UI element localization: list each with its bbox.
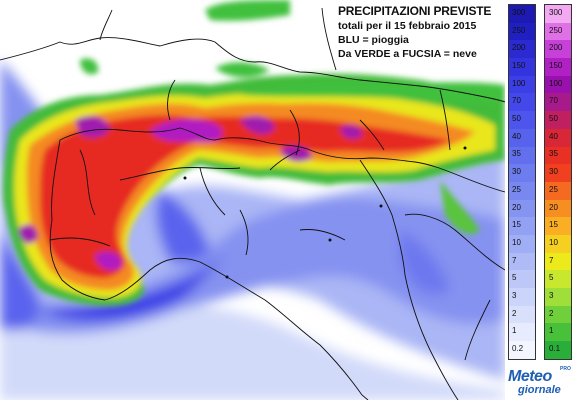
rain-legend-label: 300 — [512, 7, 526, 17]
rain-legend-label: 150 — [512, 60, 526, 70]
snow-legend-swatch — [545, 164, 571, 182]
rain-legend-label: 70 — [512, 96, 521, 106]
rain-legend-label: 35 — [512, 149, 521, 159]
snow-legend-swatch — [545, 58, 571, 76]
snow-legend-label: 2 — [549, 308, 554, 318]
rain-legend-label: 5 — [512, 273, 517, 283]
rain-legend-label: 10 — [512, 237, 521, 247]
snow-legend-swatch — [545, 40, 571, 59]
snow-legend-swatch — [545, 270, 571, 288]
rain-legend-label: 15 — [512, 220, 521, 230]
precipitation-map: PRECIPITAZIONI PREVISTE totali per il 15… — [0, 0, 505, 400]
rain-legend-label: 250 — [512, 25, 526, 35]
rain-legend-swatch — [509, 270, 535, 288]
snow-legend-labels: 300 250 200 150 100 70 50 40 35 30 25 20 15 10 7 5 3 2 1 0.… — [547, 4, 576, 360]
rain-legend-label: 200 — [512, 43, 526, 53]
snow-legend-swatch — [545, 217, 571, 235]
snow-legend-swatch — [545, 22, 571, 41]
snow-legend-swatch — [545, 128, 571, 147]
title-line-3: BLU = pioggia — [338, 34, 409, 46]
snow-legend-swatch — [545, 288, 571, 306]
borders — [0, 7, 505, 400]
rain-legend-swatch — [509, 128, 535, 147]
title-line-1: PRECIPITAZIONI PREVISTE — [338, 4, 492, 18]
rain-legend-label: 7 — [512, 255, 517, 265]
snow-legend-label: 40 — [549, 131, 558, 141]
snow-legend-label: 5 — [549, 273, 554, 283]
snow-legend-swatch — [545, 234, 571, 253]
snow-legend-label: 10 — [549, 237, 558, 247]
snow-legend-swatch — [545, 341, 571, 359]
rain-legend-swatch — [509, 234, 535, 253]
snow-legend-label: 30 — [549, 167, 558, 177]
snow-legend-swatch — [545, 75, 571, 94]
snow-legend-label: 1 — [549, 326, 554, 336]
snow-legend-label: 70 — [549, 96, 558, 106]
snow-legend-swatch — [545, 111, 571, 129]
rain-legend-swatch — [509, 305, 535, 324]
snow-legend-label: 200 — [549, 43, 563, 53]
snow-legend-swatch — [545, 199, 571, 218]
rain-legend-swatch — [509, 40, 535, 59]
rain-legend-label: 30 — [512, 167, 521, 177]
rain-legend-swatch — [509, 252, 535, 271]
rain-legend-label: 40 — [512, 131, 521, 141]
snow-legend-label: 100 — [549, 78, 563, 88]
snow-legend-swatch — [545, 181, 571, 200]
snow-legend-label: 250 — [549, 25, 563, 35]
snow-legend-swatch — [545, 305, 571, 324]
snow-legend-label: 0.1 — [549, 344, 561, 354]
snow-legend — [544, 4, 572, 360]
map-layers — [0, 0, 505, 400]
snow-field — [2, 0, 505, 306]
rain-legend-label: 20 — [512, 202, 521, 212]
rain-legend-swatch — [509, 199, 535, 218]
rain-legend-label: 1 — [512, 326, 517, 336]
snow-legend-label: 20 — [549, 202, 558, 212]
snow-legend-label: 3 — [549, 291, 554, 301]
rain-legend-label: 3 — [512, 291, 517, 301]
snow-legend-swatch — [545, 323, 571, 342]
rain-legend-swatch — [509, 111, 535, 129]
title-line-4: Da VERDE a FUCSIA = neve — [338, 48, 477, 60]
rain-legend-swatch — [509, 75, 535, 94]
snow-legend-swatch — [545, 146, 571, 165]
rain-legend-swatch — [509, 341, 535, 359]
snow-legend-label: 7 — [549, 255, 554, 265]
snow-legend-swatch — [545, 252, 571, 271]
rain-legend-label: 2 — [512, 308, 517, 318]
rain-legend-label: 25 — [512, 184, 521, 194]
snow-legend-label: 35 — [549, 149, 558, 159]
rain-legend-swatch — [509, 146, 535, 165]
rain-legend-swatch — [509, 164, 535, 182]
meteogiornale-logo: Meteo PRO giornale — [506, 360, 576, 400]
rain-legend-swatch — [509, 5, 535, 23]
map-title: PRECIPITAZIONI PREVISTE totali per il 15… — [338, 4, 504, 61]
logo-text-pro: PRO — [560, 366, 571, 372]
city-markers — [183, 146, 467, 279]
rain-legend — [508, 4, 536, 360]
rain-legend-label: 0.2 — [512, 344, 524, 354]
snow-legend-label: 25 — [549, 184, 558, 194]
rain-legend-swatch — [509, 288, 535, 306]
rain-legend-swatch — [509, 58, 535, 76]
rain-legend-label: 50 — [512, 114, 521, 124]
snow-legend-swatch — [545, 93, 571, 112]
title-line-2: totali per il 15 febbraio 2015 — [338, 20, 477, 32]
rain-legend-swatch — [509, 323, 535, 342]
logo-text-meteo: Meteo — [508, 368, 552, 385]
rain-legend-labels: 300 250 200 150 100 70 50 40 35 30 25 20 15 10 7 5 3 2 1 0.… — [510, 4, 540, 360]
logo-text-giornale: giornale — [518, 384, 561, 396]
snow-legend-swatch — [545, 5, 571, 23]
snow-legend-label: 50 — [549, 114, 558, 124]
rain-legend-label: 100 — [512, 78, 526, 88]
snow-legend-label: 150 — [549, 60, 563, 70]
rain-legend-swatch — [509, 217, 535, 235]
rain-legend-swatch — [509, 93, 535, 112]
rain-legend-swatch — [509, 22, 535, 41]
snow-legend-label: 300 — [549, 7, 563, 17]
rain-legend-swatch — [509, 181, 535, 200]
snow-legend-label: 15 — [549, 220, 558, 230]
